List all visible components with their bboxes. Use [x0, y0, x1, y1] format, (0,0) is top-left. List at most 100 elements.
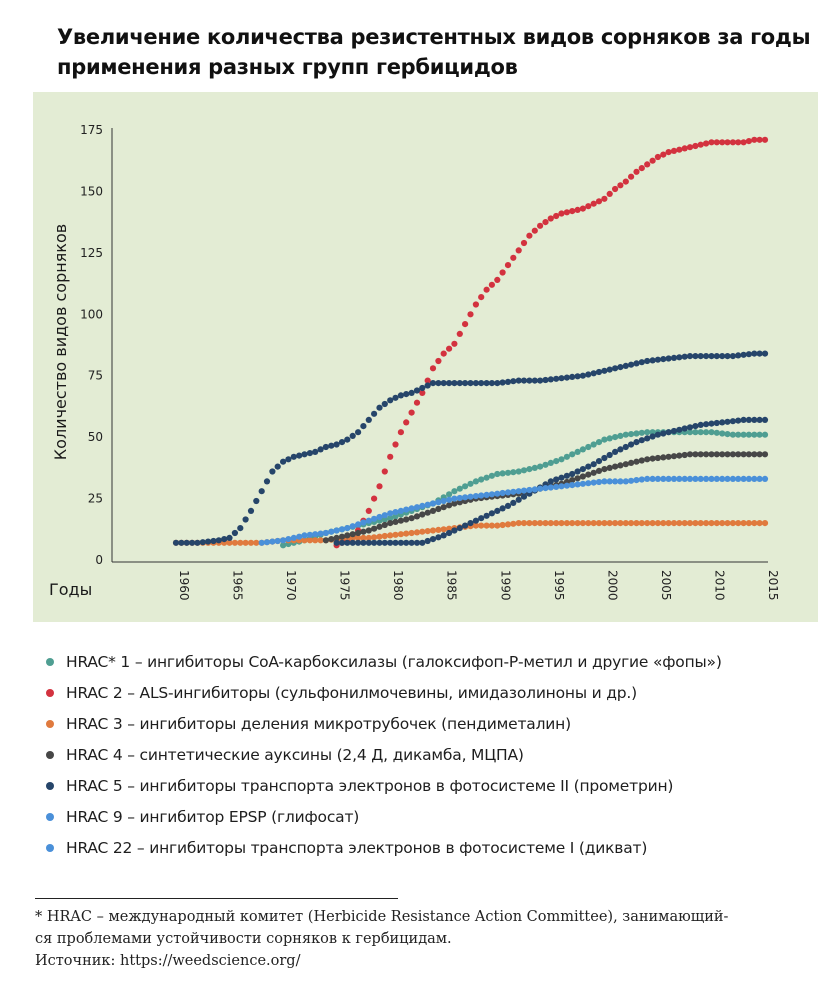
data-point: [392, 531, 399, 538]
data-point: [676, 146, 683, 153]
data-point: [708, 451, 715, 458]
data-point: [612, 520, 619, 527]
data-point: [713, 353, 720, 360]
data-point: [242, 516, 249, 523]
data-point: [488, 491, 495, 498]
data-point: [510, 499, 517, 506]
data-point: [713, 451, 720, 458]
data-point: [585, 520, 592, 527]
data-point: [483, 474, 490, 481]
data-point: [435, 534, 442, 541]
data-point: [456, 499, 463, 506]
data-point: [692, 353, 699, 360]
data-point: [408, 529, 415, 537]
data-point: [467, 380, 474, 387]
data-point: [215, 537, 222, 544]
data-point: [419, 539, 426, 546]
data-point: [676, 475, 683, 482]
data-point: [574, 475, 581, 482]
data-point: [654, 431, 662, 438]
data-point: [472, 301, 479, 308]
data-point: [419, 389, 426, 396]
data-point: [531, 227, 538, 234]
data-point: [569, 208, 576, 215]
data-point: [697, 475, 704, 482]
data-point: [735, 417, 742, 424]
data-point: [606, 190, 613, 197]
data-point: [708, 139, 715, 146]
data-point: [483, 380, 490, 387]
data-point: [719, 430, 726, 437]
data-point: [735, 520, 742, 527]
data-point: [338, 539, 346, 546]
data-point: [585, 471, 592, 478]
data-point: [435, 526, 442, 533]
data-point: [542, 376, 549, 384]
data-point: [488, 522, 495, 529]
data-point: [467, 311, 474, 318]
data-point: [387, 515, 394, 522]
data-point: [456, 380, 463, 387]
data-point: [579, 480, 587, 487]
data-point: [574, 520, 581, 527]
data-point: [403, 530, 410, 537]
data-point: [226, 534, 233, 541]
data-point: [761, 475, 769, 482]
data-point: [601, 466, 608, 473]
data-point: [397, 539, 404, 546]
data-point: [413, 399, 421, 406]
data-point: [403, 516, 410, 523]
data-point: [189, 539, 196, 546]
legend-label: HRAC* 1 – ингибиторы CoA-карбоксилазы (г…: [66, 652, 722, 671]
data-point: [617, 462, 624, 469]
legend-item: HRAC* 1 – ингибиторы CoA-карбоксилазы (г…: [46, 646, 826, 677]
data-point: [472, 522, 479, 529]
x-tick-label: 2015: [766, 570, 780, 601]
data-point: [408, 409, 415, 416]
data-point: [355, 521, 362, 528]
data-point: [387, 510, 394, 517]
data-point: [622, 478, 629, 485]
data-point: [322, 443, 329, 451]
data-point: [280, 537, 287, 544]
data-point: [724, 353, 731, 360]
data-point: [440, 532, 447, 539]
data-point: [745, 416, 753, 423]
data-point: [612, 478, 619, 485]
data-point: [740, 475, 747, 482]
data-point: [381, 400, 388, 408]
data-point: [263, 478, 271, 485]
data-point: [446, 502, 453, 509]
data-point: [574, 481, 581, 488]
data-point: [403, 506, 410, 513]
data-point: [451, 527, 458, 534]
data-point: [360, 423, 367, 430]
data-point: [504, 378, 512, 385]
data-point: [392, 441, 399, 448]
data-point: [756, 136, 763, 143]
data-point: [317, 530, 324, 537]
data-point: [697, 429, 704, 436]
data-point: [633, 458, 640, 465]
data-point: [296, 452, 303, 459]
data-point: [446, 380, 453, 387]
data-point: [745, 475, 753, 482]
data-point: [606, 366, 613, 373]
data-point: [494, 507, 501, 514]
data-point: [371, 525, 378, 532]
data-point: [654, 356, 662, 363]
data-point: [301, 532, 308, 539]
data-point: [376, 533, 383, 540]
data-point: [590, 520, 597, 527]
data-point: [306, 537, 313, 544]
data-point: [301, 537, 308, 544]
data-point: [547, 215, 554, 222]
data-point: [670, 453, 678, 460]
data-point: [322, 537, 329, 544]
data-point: [595, 520, 603, 527]
data-point: [638, 476, 645, 483]
data-point: [515, 496, 522, 503]
chart-svg: Количество видов сорняков Годы 0 25 50 75 10…: [49, 123, 780, 601]
data-point: [622, 443, 629, 451]
data-point: [515, 468, 522, 475]
